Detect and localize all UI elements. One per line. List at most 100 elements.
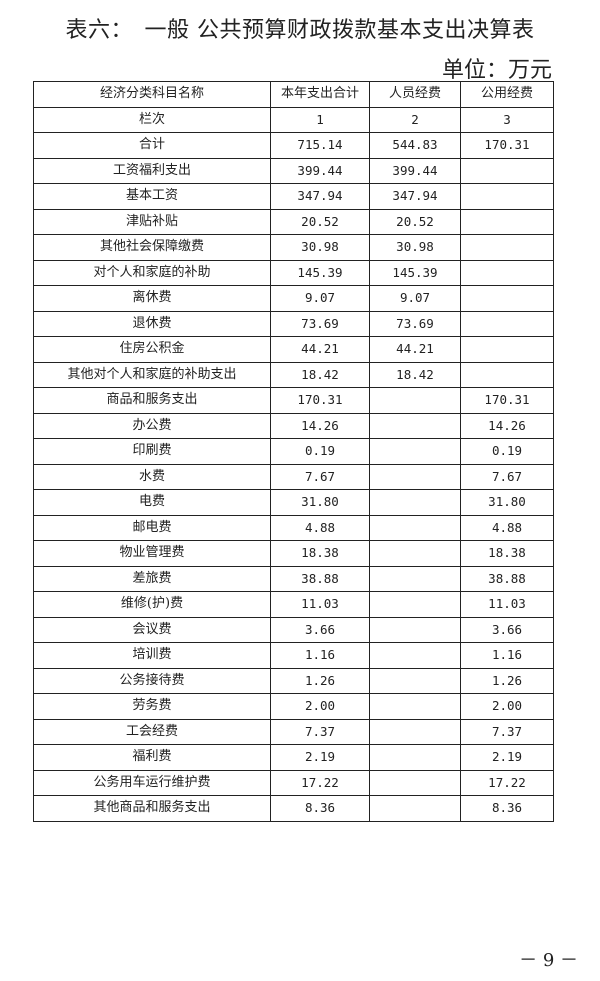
value-cell bbox=[460, 234, 554, 261]
table-row: 会议费 3.66 3.66 bbox=[33, 616, 554, 643]
table-row: 福利费 2.19 2.19 bbox=[33, 744, 554, 771]
document-title: 表六： 一般 公共预算财政拨款基本支出决算表 bbox=[65, 18, 535, 43]
value-cell: 170.31 bbox=[460, 387, 554, 414]
value-cell: 14.26 bbox=[270, 412, 370, 439]
value-cell: 20.52 bbox=[270, 208, 370, 235]
row-label-cell: 其他商品和服务支出 bbox=[33, 795, 271, 822]
value-cell: 18.38 bbox=[270, 540, 370, 567]
value-cell bbox=[369, 667, 461, 694]
value-cell: 399.44 bbox=[369, 157, 461, 184]
value-cell: 18.38 bbox=[460, 540, 554, 567]
value-cell: 4.88 bbox=[460, 514, 554, 541]
row-label-cell: 福利费 bbox=[33, 744, 271, 771]
table-row: 合计 715.14 544.83 170.31 bbox=[33, 132, 554, 159]
value-cell: 7.67 bbox=[270, 463, 370, 490]
value-cell bbox=[369, 591, 461, 618]
header-cell: 经济分类科目名称 bbox=[33, 81, 271, 108]
row-label-cell: 办公费 bbox=[33, 412, 271, 439]
table-row: 其他商品和服务支出 8.36 8.36 bbox=[33, 795, 554, 822]
value-cell bbox=[460, 157, 554, 184]
page-number: － 9 － bbox=[519, 950, 578, 971]
value-cell: 2 bbox=[369, 106, 461, 133]
row-label-cell: 劳务费 bbox=[33, 693, 271, 720]
table-row: 物业管理费 18.38 18.38 bbox=[33, 540, 554, 567]
value-cell: 17.22 bbox=[460, 769, 554, 796]
row-label-cell: 水费 bbox=[33, 463, 271, 490]
value-cell bbox=[369, 616, 461, 643]
value-cell bbox=[369, 769, 461, 796]
value-cell: 44.21 bbox=[369, 336, 461, 363]
value-cell: 73.69 bbox=[369, 310, 461, 337]
table-row: 商品和服务支出 170.31 170.31 bbox=[33, 387, 554, 414]
value-cell: 8.36 bbox=[270, 795, 370, 822]
value-cell: 7.37 bbox=[460, 718, 554, 745]
value-cell: 2.19 bbox=[270, 744, 370, 771]
value-cell: 30.98 bbox=[369, 234, 461, 261]
row-label-cell: 离休费 bbox=[33, 285, 271, 312]
value-cell: 347.94 bbox=[369, 183, 461, 210]
row-label-cell: 基本工资 bbox=[33, 183, 271, 210]
value-cell: 1 bbox=[270, 106, 370, 133]
value-cell bbox=[369, 565, 461, 592]
value-cell: 0.19 bbox=[270, 438, 370, 465]
value-cell: 17.22 bbox=[270, 769, 370, 796]
row-label-cell: 商品和服务支出 bbox=[33, 387, 271, 414]
table-row: 住房公积金 44.21 44.21 bbox=[33, 336, 554, 363]
value-cell bbox=[369, 540, 461, 567]
value-cell: 7.67 bbox=[460, 463, 554, 490]
row-label-cell: 电费 bbox=[33, 489, 271, 516]
table-row: 维修(护)费 11.03 11.03 bbox=[33, 591, 554, 618]
value-cell bbox=[369, 744, 461, 771]
row-label-cell: 物业管理费 bbox=[33, 540, 271, 567]
value-cell: 14.26 bbox=[460, 412, 554, 439]
value-cell: 31.80 bbox=[270, 489, 370, 516]
row-label-cell: 津贴补贴 bbox=[33, 208, 271, 235]
value-cell: 347.94 bbox=[270, 183, 370, 210]
value-cell: 2.00 bbox=[270, 693, 370, 720]
value-cell: 20.52 bbox=[369, 208, 461, 235]
row-label-cell: 栏次 bbox=[33, 106, 271, 133]
value-cell: 145.39 bbox=[369, 259, 461, 286]
value-cell: 3.66 bbox=[460, 616, 554, 643]
row-label-cell: 工资福利支出 bbox=[33, 157, 271, 184]
row-label-cell: 退休费 bbox=[33, 310, 271, 337]
table-row: 退休费 73.69 73.69 bbox=[33, 310, 554, 337]
row-label-cell: 其他社会保障缴费 bbox=[33, 234, 271, 261]
row-label-cell: 差旅费 bbox=[33, 565, 271, 592]
value-cell bbox=[460, 285, 554, 312]
row-label-cell: 公务用车运行维护费 bbox=[33, 769, 271, 796]
value-cell: 1.16 bbox=[270, 642, 370, 669]
table-row: 基本工资 347.94 347.94 bbox=[33, 183, 554, 210]
table-row: 对个人和家庭的补助 145.39 145.39 bbox=[33, 259, 554, 286]
value-cell: 4.88 bbox=[270, 514, 370, 541]
row-label-cell: 印刷费 bbox=[33, 438, 271, 465]
value-cell bbox=[460, 183, 554, 210]
value-cell: 9.07 bbox=[369, 285, 461, 312]
value-cell: 544.83 bbox=[369, 132, 461, 159]
table-row: 工会经费 7.37 7.37 bbox=[33, 718, 554, 745]
value-cell bbox=[460, 259, 554, 286]
row-label-cell: 对个人和家庭的补助 bbox=[33, 259, 271, 286]
table-header-row: 经济分类科目名称 本年支出合计 人员经费 公用经费 bbox=[33, 81, 554, 108]
value-cell: 2.19 bbox=[460, 744, 554, 771]
value-cell: 73.69 bbox=[270, 310, 370, 337]
value-cell: 1.26 bbox=[270, 667, 370, 694]
value-cell: 399.44 bbox=[270, 157, 370, 184]
value-cell: 44.21 bbox=[270, 336, 370, 363]
row-label-cell: 会议费 bbox=[33, 616, 271, 643]
value-cell bbox=[369, 412, 461, 439]
value-cell bbox=[369, 438, 461, 465]
row-label-cell: 工会经费 bbox=[33, 718, 271, 745]
table-row: 差旅费 38.88 38.88 bbox=[33, 565, 554, 592]
row-label-cell: 其他对个人和家庭的补助支出 bbox=[33, 361, 271, 388]
table-row: 津贴补贴 20.52 20.52 bbox=[33, 208, 554, 235]
value-cell: 18.42 bbox=[270, 361, 370, 388]
value-cell: 170.31 bbox=[270, 387, 370, 414]
row-label-cell: 住房公积金 bbox=[33, 336, 271, 363]
value-cell: 3 bbox=[460, 106, 554, 133]
value-cell: 170.31 bbox=[460, 132, 554, 159]
row-label-cell: 邮电费 bbox=[33, 514, 271, 541]
header-cell: 本年支出合计 bbox=[270, 81, 370, 108]
table-row: 公务接待费 1.26 1.26 bbox=[33, 667, 554, 694]
table-row: 邮电费 4.88 4.88 bbox=[33, 514, 554, 541]
